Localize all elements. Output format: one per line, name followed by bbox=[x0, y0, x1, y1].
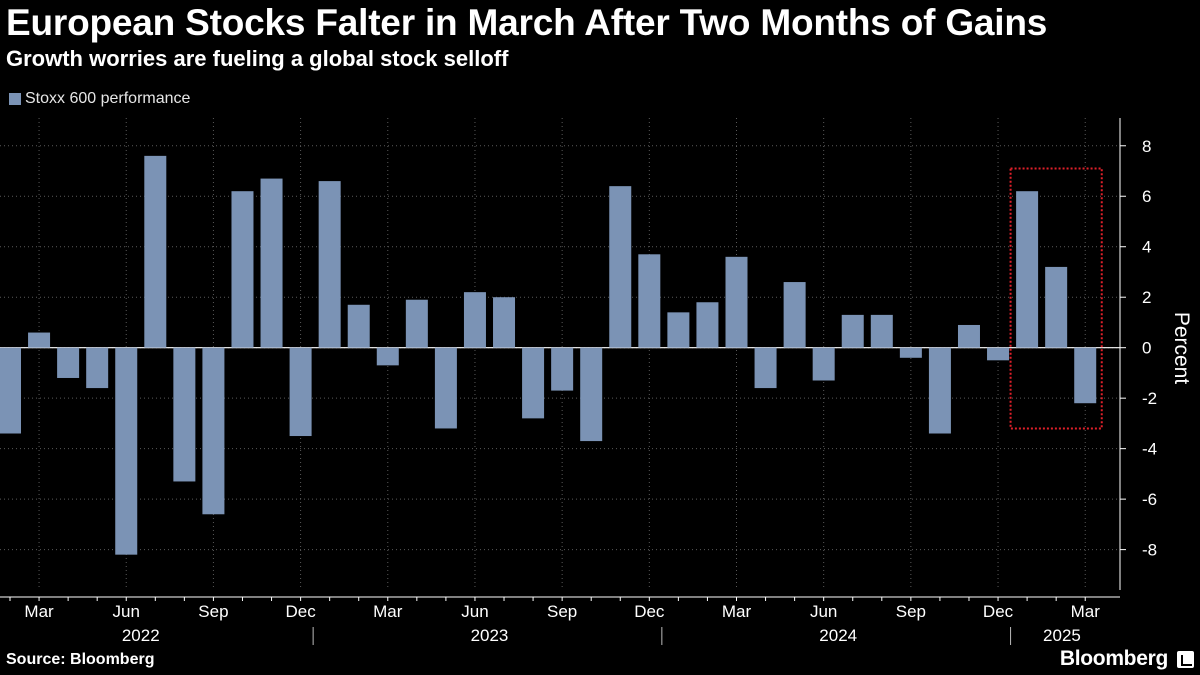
bar-mar-2022 bbox=[28, 332, 51, 348]
x-tick-label: Mar bbox=[722, 602, 752, 621]
bar-mar-2025 bbox=[1074, 347, 1097, 404]
y-tick-label: 8 bbox=[1142, 137, 1151, 156]
year-label: 2025 bbox=[1043, 626, 1081, 645]
x-tick-label: Sep bbox=[896, 602, 926, 621]
year-label: 2024 bbox=[819, 626, 857, 645]
chart-subtitle: Growth worries are fueling a global stoc… bbox=[6, 46, 509, 71]
bar-nov-2023 bbox=[609, 186, 632, 348]
x-tick-label: Dec bbox=[285, 602, 316, 621]
bar-jul-2024 bbox=[841, 314, 864, 348]
bar-jun-2022 bbox=[115, 347, 138, 555]
bar-oct-2024 bbox=[928, 347, 951, 434]
x-tick-label: Jun bbox=[461, 602, 488, 621]
x-tick-label: Dec bbox=[983, 602, 1014, 621]
y-tick-label: -8 bbox=[1142, 541, 1157, 560]
bar-nov-2022 bbox=[260, 178, 283, 348]
bar-jun-2023 bbox=[463, 292, 486, 348]
bar-nov-2024 bbox=[957, 324, 980, 348]
bar-jul-2022 bbox=[144, 155, 167, 348]
bar-feb-2023 bbox=[347, 304, 370, 348]
bloomberg-icon bbox=[1177, 651, 1194, 668]
legend: Stoxx 600 performance bbox=[9, 90, 190, 108]
bar-jan-2024 bbox=[667, 312, 690, 348]
y-tick-label: -4 bbox=[1142, 440, 1157, 459]
x-tick-label: Sep bbox=[547, 602, 577, 621]
chart-title: European Stocks Falter in March After Tw… bbox=[6, 2, 1048, 43]
bloomberg-logo: Bloomberg bbox=[1059, 647, 1168, 670]
bar-aug-2023 bbox=[522, 347, 545, 419]
x-tick-label: Dec bbox=[634, 602, 665, 621]
x-tick-label: Mar bbox=[24, 602, 54, 621]
bar-feb-2025 bbox=[1045, 266, 1068, 348]
bar-jan-2025 bbox=[1016, 191, 1039, 348]
x-tick-label: Sep bbox=[198, 602, 228, 621]
y-tick-label: 6 bbox=[1142, 187, 1151, 206]
bar-jul-2023 bbox=[493, 297, 516, 348]
source-note: Source: Bloomberg bbox=[6, 651, 155, 668]
legend-label: Stoxx 600 performance bbox=[25, 90, 191, 107]
bar-may-2023 bbox=[434, 347, 457, 429]
bar-sep-2024 bbox=[899, 347, 922, 358]
bar-may-2024 bbox=[783, 282, 806, 348]
bar-oct-2022 bbox=[231, 191, 254, 348]
bar-dec-2024 bbox=[987, 347, 1010, 361]
x-tick-label: Mar bbox=[1071, 602, 1101, 621]
bar-apr-2024 bbox=[754, 347, 777, 389]
bar-may-2022 bbox=[86, 347, 109, 389]
bar-oct-2023 bbox=[580, 347, 603, 442]
year-label: 2022 bbox=[122, 626, 160, 645]
bar-feb-2022 bbox=[0, 347, 21, 434]
bar-dec-2022 bbox=[289, 347, 312, 437]
bar-apr-2022 bbox=[57, 347, 80, 378]
bar-apr-2023 bbox=[405, 299, 428, 348]
bar-mar-2024 bbox=[725, 256, 748, 348]
legend-swatch bbox=[9, 93, 21, 105]
bar-dec-2023 bbox=[638, 254, 661, 348]
x-tick-label: Jun bbox=[113, 602, 140, 621]
bar-aug-2024 bbox=[870, 314, 893, 348]
bar-mar-2023 bbox=[376, 347, 399, 366]
y-tick-label: 0 bbox=[1142, 339, 1151, 358]
bar-jan-2023 bbox=[318, 181, 341, 348]
bar-sep-2022 bbox=[202, 347, 225, 515]
bar-aug-2022 bbox=[173, 347, 196, 482]
bar-feb-2024 bbox=[696, 302, 719, 348]
y-tick-label: -2 bbox=[1142, 389, 1157, 408]
y-axis-title: Percent bbox=[1170, 312, 1193, 385]
x-tick-label: Jun bbox=[810, 602, 837, 621]
year-label: 2023 bbox=[471, 626, 509, 645]
bar-sep-2023 bbox=[551, 347, 574, 391]
x-tick-label: Mar bbox=[373, 602, 403, 621]
bar-jun-2024 bbox=[812, 347, 835, 381]
highlight-box bbox=[1009, 167, 1103, 430]
y-tick-label: -6 bbox=[1142, 490, 1157, 509]
y-tick-label: 2 bbox=[1142, 288, 1151, 307]
y-tick-label: 4 bbox=[1142, 238, 1151, 257]
